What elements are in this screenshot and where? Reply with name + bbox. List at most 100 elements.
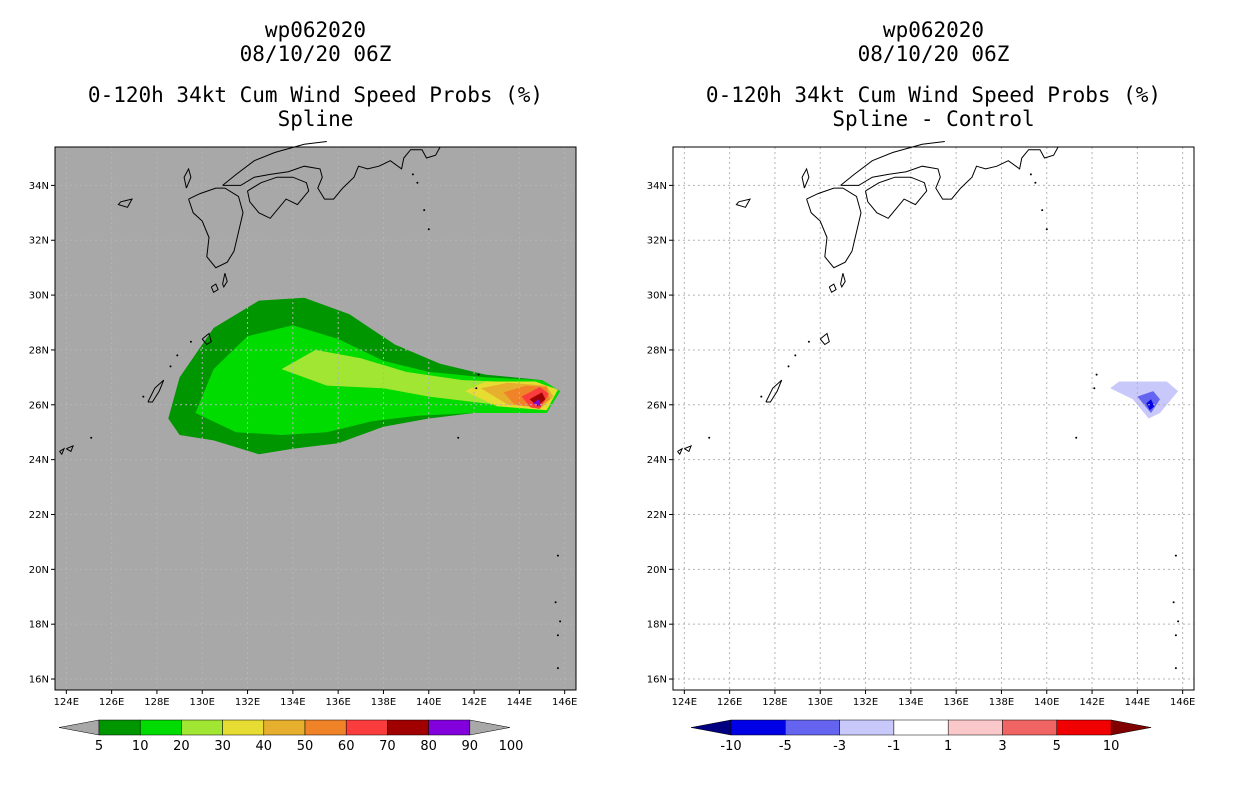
left-title-date: 08/10/20 06Z (239, 42, 392, 66)
left-colorbar-label: 80 (420, 739, 437, 754)
left-xtick-label: 126E (99, 697, 124, 708)
left-colorbar-label: 70 (379, 739, 396, 754)
left-colorbar-label: 100 (499, 739, 524, 754)
right-title-subtitle: Spline - Control (832, 107, 1035, 131)
right-colorbar-label: -5 (779, 739, 792, 754)
left-map-frame (54, 146, 577, 691)
right-map-frame (672, 146, 1195, 691)
right-ytick-label: 30N (647, 291, 667, 302)
right-colorbar-cell (947, 719, 1003, 736)
right-xtick-label: 130E (808, 697, 833, 708)
right-colorbar-label: -3 (833, 739, 846, 754)
left-colorbar-label: 5 (95, 739, 103, 754)
left-colorbar-cell (345, 719, 388, 736)
left-colorbar-cell (263, 719, 306, 736)
right-ytick-label: 28N (647, 345, 667, 356)
left-colorbar-label: 40 (256, 739, 273, 754)
left-colorbar-cell (387, 719, 429, 736)
right-colorbar-label: 5 (1053, 739, 1061, 754)
left-gridlines (55, 147, 576, 690)
right-ytick-label: 20N (647, 565, 667, 576)
right-ytick-label: 24N (647, 455, 667, 466)
left-xtick-label: 128E (144, 697, 169, 708)
right-gridlines (673, 147, 1194, 690)
right-ytick-label: 32N (647, 236, 667, 247)
right-colorbar-cell (1002, 719, 1058, 736)
right-xtick-label: 134E (898, 697, 923, 708)
right-colorbar-label: -10 (720, 739, 741, 754)
left-colorbar-end-right (469, 719, 510, 736)
left-colorbar-cell (304, 719, 347, 736)
left-ytick-label: 28N (29, 345, 49, 356)
right-ytick-label: 34N (647, 181, 667, 192)
left-colorbar-cell (428, 719, 471, 736)
right-ytick-label: 16N (647, 675, 667, 686)
left-title-storm: wp062020 (264, 18, 367, 42)
left-contour-80 (533, 399, 541, 407)
left-xtick-label: 138E (371, 697, 396, 708)
right-xtick-label: 124E (672, 697, 697, 708)
right-contour-neg5 (1146, 399, 1155, 411)
left-contour-70 (529, 392, 546, 407)
right-title-date: 08/10/20 06Z (857, 42, 1010, 66)
left-colorbar-label: 90 (462, 739, 479, 754)
left-ytick-label: 26N (29, 400, 49, 411)
right-colorbar-end-left (690, 719, 732, 736)
left-ytick-label: 30N (29, 291, 49, 302)
right-xtick-label: 128E (762, 697, 787, 708)
left-colorbar-label: 60 (338, 739, 355, 754)
left-colorbar-label: 20 (173, 739, 190, 754)
right-colorbar-cell (893, 719, 949, 736)
right-colorbar-cell (1056, 719, 1112, 736)
left-colorbar-cell (222, 719, 265, 736)
right-xtick-label: 126E (717, 697, 742, 708)
right-map-background (673, 147, 1194, 690)
right-colorbar-label: 3 (998, 739, 1006, 754)
left-title: wp062020 08/10/20 06Z 0-120h 34kt Cum Wi… (55, 18, 576, 131)
right-ytick-label: 18N (647, 620, 667, 631)
right-colorbar-cell (785, 719, 840, 736)
right-xtick-label: 146E (1170, 697, 1195, 708)
left-title-subtitle: Spline (277, 107, 354, 131)
left-xtick-label: 142E (461, 697, 486, 708)
left-ytick-label: 22N (29, 510, 49, 521)
right-xtick-label: 144E (1125, 697, 1150, 708)
right-xtick-label: 132E (853, 697, 878, 708)
right-coastlines (677, 141, 1180, 670)
left-ytick-label: 20N (29, 565, 49, 576)
right-ytick-label: 22N (647, 510, 667, 521)
left-ytick-label: 18N (29, 620, 49, 631)
left-colorbar-cell (181, 719, 223, 736)
right-colorbar-cell (839, 719, 895, 736)
left-ytick-label: 24N (29, 455, 49, 466)
right-xtick-label: 138E (989, 697, 1014, 708)
right-colorbar-label: 1 (944, 739, 952, 754)
left-ytick-label: 34N (29, 181, 49, 192)
left-xtick-label: 140E (416, 697, 441, 708)
right-title-product: 0-120h 34kt Cum Wind Speed Probs (%) (705, 83, 1162, 107)
left-xtick-label: 144E (507, 697, 532, 708)
right-colorbar-cell (730, 719, 786, 736)
left-colorbar-cell (98, 719, 141, 736)
right-title: wp062020 08/10/20 06Z 0-120h 34kt Cum Wi… (673, 18, 1194, 131)
right-xtick-label: 136E (943, 697, 968, 708)
left-ytick-label: 32N (29, 236, 49, 247)
left-xtick-label: 130E (190, 697, 215, 708)
left-colorbar-label: 10 (132, 739, 149, 754)
right-ytick-label: 26N (647, 400, 667, 411)
left-xtick-label: 124E (54, 697, 79, 708)
left-xtick-label: 134E (280, 697, 305, 708)
left-xtick-label: 136E (325, 697, 350, 708)
left-colorbar-label: 50 (297, 739, 314, 754)
left-colorbar-cell (139, 719, 182, 736)
left-title-product: 0-120h 34kt Cum Wind Speed Probs (%) (87, 83, 544, 107)
left-xtick-label: 146E (552, 697, 577, 708)
right-xtick-label: 142E (1079, 697, 1104, 708)
right-colorbar-label: -1 (887, 739, 900, 754)
left-coastlines (59, 141, 562, 670)
left-colorbar-end-left (58, 719, 100, 736)
left-ytick-label: 16N (29, 675, 49, 686)
right-xtick-label: 140E (1034, 697, 1059, 708)
left-xtick-label: 132E (235, 697, 260, 708)
